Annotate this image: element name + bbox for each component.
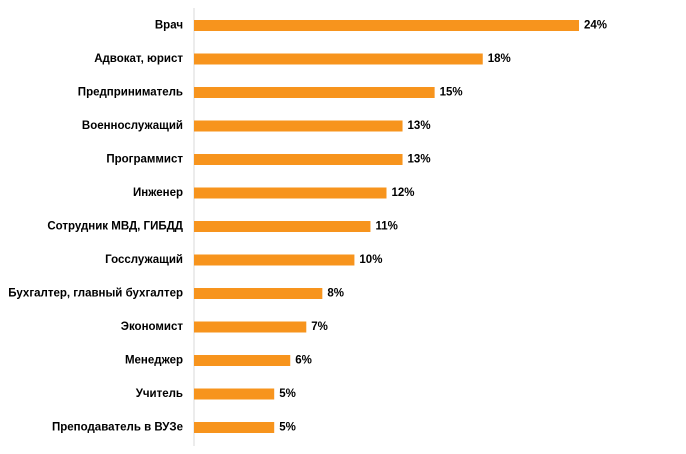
bar — [194, 20, 579, 31]
category-label: Госслужащий — [105, 254, 183, 266]
category-label: Сотрудник МВД, ГИБДД — [47, 221, 183, 233]
value-label: 13% — [408, 154, 431, 166]
value-label: 15% — [440, 87, 463, 99]
value-label: 18% — [488, 53, 511, 65]
category-label: Менеджер — [125, 355, 183, 367]
value-label: 8% — [327, 288, 344, 300]
value-label: 7% — [311, 321, 328, 333]
category-label: Военнослужащий — [82, 120, 183, 132]
category-label: Бухгалтер, главный бухгалтер — [8, 288, 183, 300]
category-label: Врач — [155, 20, 183, 32]
bar — [194, 288, 323, 299]
bar — [194, 221, 371, 232]
category-label: Программист — [106, 154, 183, 166]
value-label: 13% — [408, 120, 431, 132]
value-label: 10% — [359, 254, 382, 266]
bar — [194, 355, 291, 366]
bar — [194, 154, 403, 165]
bar — [194, 53, 483, 65]
value-label: 6% — [295, 355, 312, 367]
value-label: 5% — [279, 422, 296, 434]
bar — [194, 388, 275, 400]
bar — [194, 254, 355, 266]
value-label: 5% — [279, 388, 296, 400]
bar — [194, 120, 403, 132]
category-label: Инженер — [133, 187, 183, 199]
bar — [194, 87, 435, 98]
category-label: Учитель — [136, 388, 183, 400]
category-label: Преподаватель в ВУЗе — [52, 422, 183, 434]
category-label: Экономист — [121, 321, 184, 333]
bar — [194, 422, 275, 433]
value-label: 24% — [584, 20, 607, 32]
bar — [194, 187, 387, 199]
category-label: Предприниматель — [78, 87, 183, 99]
bar — [194, 321, 307, 333]
value-label: 11% — [375, 221, 397, 233]
value-label: 12% — [392, 187, 415, 199]
category-label: Адвокат, юрист — [94, 53, 183, 65]
